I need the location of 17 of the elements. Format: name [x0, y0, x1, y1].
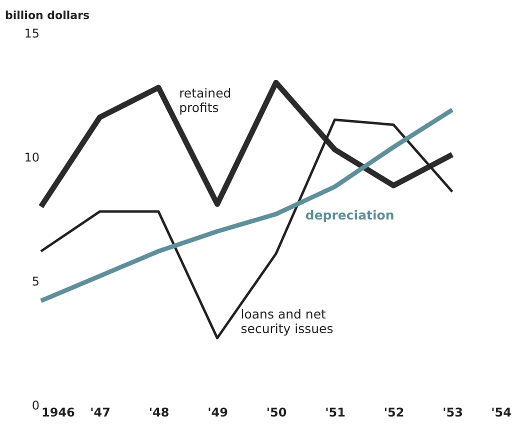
series-label: loans and net security issues — [240, 306, 334, 336]
y-axis-title: billion dollars — [5, 9, 90, 22]
x-tick-label: '50 — [266, 406, 287, 420]
series-label: retained profits — [179, 86, 232, 116]
x-tick-label: '54 — [491, 406, 512, 420]
y-tick-label: 5 — [32, 274, 40, 288]
y-tick-label: 15 — [24, 26, 40, 40]
x-tick-label: '49 — [208, 406, 228, 420]
y-tick-label: 0 — [32, 398, 40, 412]
x-tick-label: '53 — [442, 406, 463, 420]
series-label: depreciation — [305, 207, 394, 222]
x-tick-label: '47 — [90, 406, 110, 420]
x-tick-label: '48 — [148, 406, 170, 420]
x-tick-label: 1946 — [42, 406, 75, 420]
x-tick-label: '52 — [384, 406, 404, 420]
y-tick-label: 10 — [24, 150, 40, 164]
x-tick-label: '51 — [325, 406, 346, 420]
